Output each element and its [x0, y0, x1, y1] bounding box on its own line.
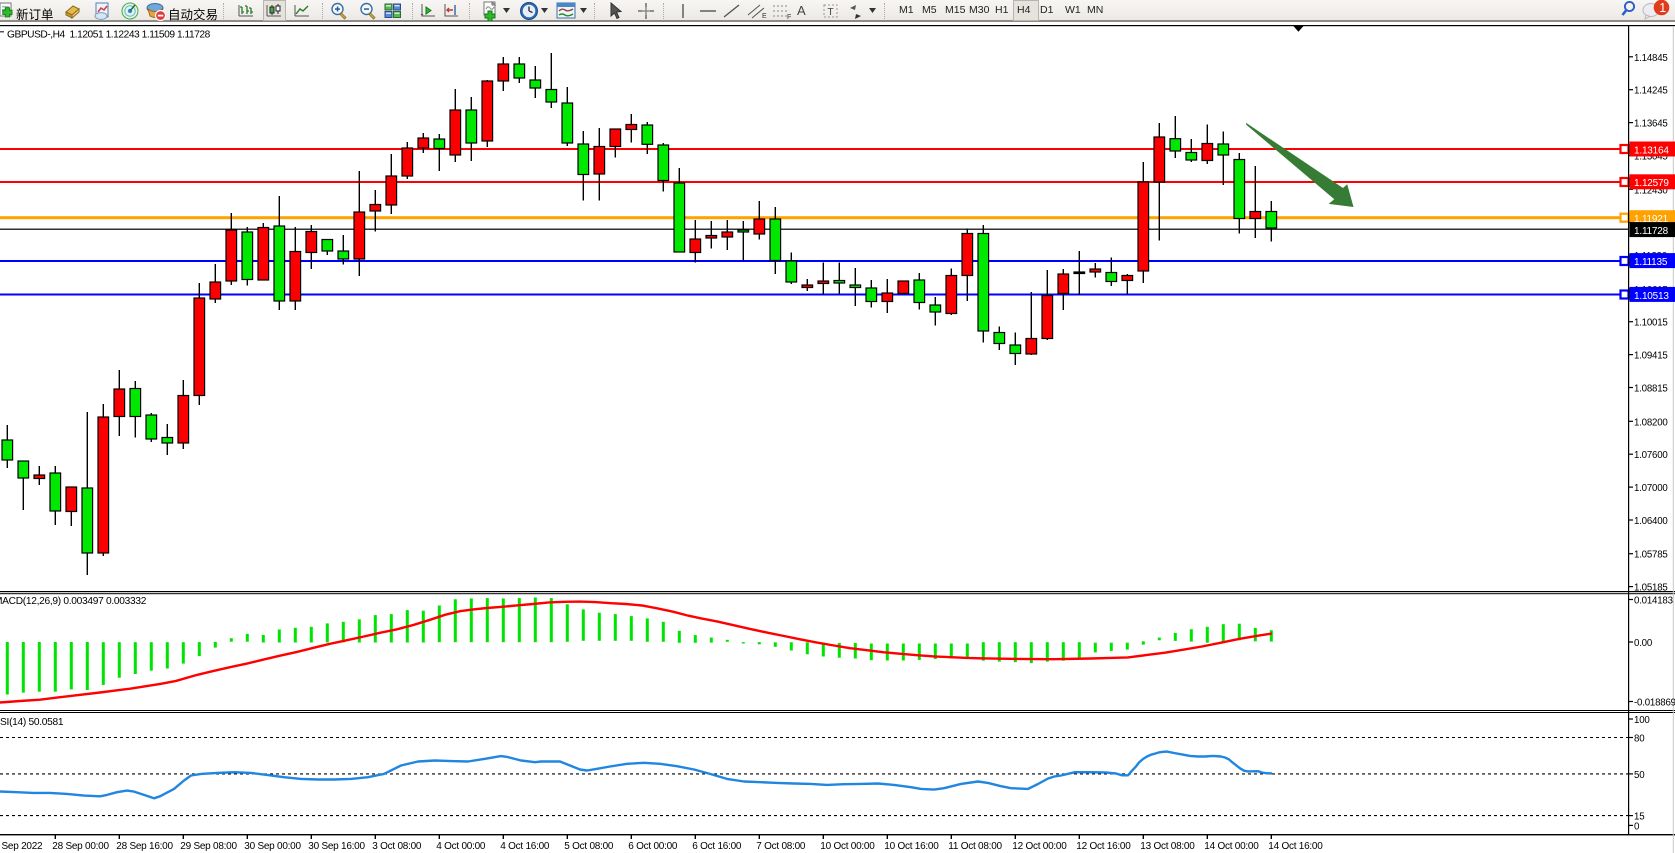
- svg-text:13 Oct 08:00: 13 Oct 08:00: [1140, 841, 1195, 852]
- svg-text:0.00: 0.00: [1634, 638, 1653, 649]
- svg-text:6 Oct 00:00: 6 Oct 00:00: [628, 841, 678, 852]
- svg-text:Sep 2022: Sep 2022: [2, 841, 44, 852]
- svg-text:RSI(14) 50.0581: RSI(14) 50.0581: [0, 717, 64, 728]
- svg-text:1.05785: 1.05785: [1634, 550, 1668, 561]
- svg-text:14 Oct 00:00: 14 Oct 00:00: [1204, 841, 1259, 852]
- svg-text:1.11135: 1.11135: [1634, 257, 1668, 268]
- svg-text:30 Sep 00:00: 30 Sep 00:00: [244, 841, 301, 852]
- svg-text:1.12430: 1.12430: [1634, 185, 1668, 196]
- svg-text:T: T: [828, 7, 834, 18]
- svg-text:50: 50: [1634, 770, 1645, 781]
- svg-text:1.11921: 1.11921: [1634, 214, 1669, 225]
- svg-text:6 Oct 16:00: 6 Oct 16:00: [692, 841, 742, 852]
- svg-text:14 Oct 16:00: 14 Oct 16:00: [1268, 841, 1323, 852]
- svg-text:-0.018869: -0.018869: [1634, 698, 1675, 709]
- svg-text:1.06400: 1.06400: [1634, 516, 1668, 527]
- svg-text:1.10513: 1.10513: [1634, 291, 1669, 302]
- svg-text:3 Oct 08:00: 3 Oct 08:00: [372, 841, 422, 852]
- svg-text:100: 100: [1634, 715, 1650, 726]
- svg-text:11 Oct 08:00: 11 Oct 08:00: [948, 841, 1002, 852]
- svg-text:10 Oct 16:00: 10 Oct 16:00: [884, 841, 939, 852]
- svg-text:1.08815: 1.08815: [1634, 384, 1668, 395]
- svg-text:7 Oct 08:00: 7 Oct 08:00: [756, 841, 806, 852]
- svg-text:4 Oct 16:00: 4 Oct 16:00: [500, 841, 550, 852]
- svg-text:1.10015: 1.10015: [1634, 318, 1668, 329]
- svg-text:GBPUSD-,H4 1.12051 1.12243 1.: GBPUSD-,H4 1.12051 1.12243 1.11509 1.117…: [7, 30, 211, 41]
- svg-text:1.13164: 1.13164: [1634, 145, 1669, 156]
- svg-text:1.13645: 1.13645: [1634, 119, 1668, 130]
- svg-text:1.07600: 1.07600: [1634, 450, 1668, 461]
- svg-text:28 Sep 00:00: 28 Sep 00:00: [52, 841, 109, 852]
- svg-text:80: 80: [1634, 734, 1645, 745]
- svg-text:1.11728: 1.11728: [1634, 226, 1669, 237]
- svg-text:MACD(12,26,9) 0.003497 0.00333: MACD(12,26,9) 0.003497 0.003332: [0, 596, 147, 607]
- svg-text:5 Oct 08:00: 5 Oct 08:00: [564, 841, 614, 852]
- svg-text:1.14845: 1.14845: [1634, 53, 1668, 64]
- svg-text:0.014183: 0.014183: [1634, 596, 1673, 607]
- svg-text:F: F: [787, 14, 791, 19]
- svg-text:1.14245: 1.14245: [1634, 86, 1668, 97]
- svg-text:28 Sep 16:00: 28 Sep 16:00: [116, 841, 173, 852]
- svg-text:E: E: [762, 13, 767, 19]
- svg-text:4 Oct 00:00: 4 Oct 00:00: [436, 841, 486, 852]
- svg-text:12 Oct 16:00: 12 Oct 16:00: [1076, 841, 1131, 852]
- svg-text:12 Oct 00:00: 12 Oct 00:00: [1012, 841, 1067, 852]
- svg-text:1.13045: 1.13045: [1634, 152, 1668, 163]
- svg-text:0: 0: [1634, 821, 1640, 832]
- svg-text:15: 15: [1634, 812, 1644, 823]
- svg-text:1.12579: 1.12579: [1634, 178, 1669, 189]
- svg-text:1.07000: 1.07000: [1634, 483, 1668, 494]
- svg-text:1: 1: [1659, 1, 1666, 15]
- svg-text:10 Oct 00:00: 10 Oct 00:00: [820, 841, 875, 852]
- svg-text:29 Sep 08:00: 29 Sep 08:00: [180, 841, 237, 852]
- svg-text:1.08200: 1.08200: [1634, 417, 1668, 428]
- svg-text:1.09415: 1.09415: [1634, 351, 1668, 362]
- svg-text:1.05185: 1.05185: [1634, 583, 1668, 594]
- svg-text:30 Sep 16:00: 30 Sep 16:00: [308, 841, 365, 852]
